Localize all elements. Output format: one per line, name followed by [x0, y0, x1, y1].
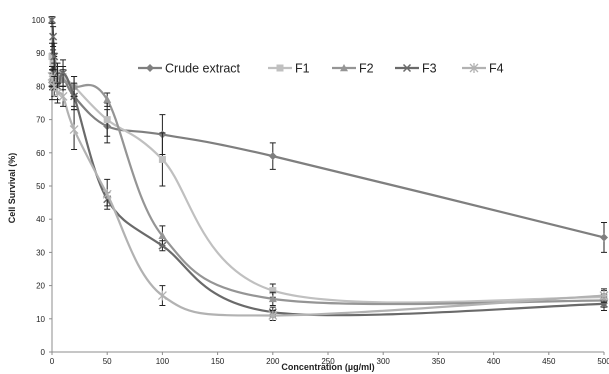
y-tick-label: 90 [36, 49, 45, 58]
y-tick-label: 80 [36, 82, 45, 91]
data-point [268, 152, 277, 161]
series-f2 [48, 62, 608, 308]
data-point [48, 53, 56, 61]
data-point [49, 32, 58, 41]
data-point [58, 91, 68, 102]
y-tick-label: 0 [41, 348, 46, 357]
series-line [50, 19, 605, 317]
legend-entry: Crude extract [138, 62, 241, 76]
data-point [103, 95, 112, 103]
x-tick-label: 400 [487, 357, 501, 366]
data-point [599, 299, 609, 308]
data-point [50, 52, 59, 61]
data-point [158, 231, 167, 239]
series-layer [47, 15, 609, 321]
data-point [103, 116, 111, 124]
legend-entry: F2 [332, 62, 374, 76]
data-point [268, 310, 278, 321]
y-tick-label: 30 [36, 248, 45, 257]
y-tick-labels: 0 10 20 30 40 50 60 70 80 90 100 [32, 16, 52, 357]
series-line [50, 67, 605, 239]
legend-entry: F3 [395, 62, 437, 76]
x-tick-label: 300 [377, 357, 391, 366]
x-axis-title: Concentration (µg/ml) [281, 362, 374, 372]
legend-marker [469, 63, 479, 73]
legend-marker [146, 64, 154, 72]
legend-label: Crude extract [165, 62, 241, 76]
legend-marker [276, 64, 284, 72]
legend-label: F4 [489, 62, 504, 76]
legend-label: F2 [359, 62, 374, 76]
data-point [53, 88, 62, 99]
data-point [70, 92, 79, 101]
data-point [102, 189, 112, 200]
y-tick-label: 70 [36, 116, 45, 125]
data-point [599, 290, 609, 301]
data-point [158, 241, 167, 250]
legend-label: F1 [295, 62, 310, 76]
legend-marker [402, 63, 412, 73]
legend-label: F3 [422, 62, 437, 76]
data-point [269, 287, 277, 295]
data-point [157, 290, 167, 301]
y-tick-label: 20 [36, 282, 45, 291]
series-line [50, 72, 605, 306]
data-point [158, 155, 166, 163]
legend-entry: F4 [462, 62, 504, 76]
legend-entry: F1 [268, 62, 310, 76]
x-tick-label: 150 [211, 357, 225, 366]
legend-marker [340, 64, 348, 72]
data-point [47, 15, 57, 25]
x-tick-labels: 0 50 100 150 200 250 300 350 400 450 500 [50, 352, 609, 366]
data-point [268, 294, 277, 303]
series-f3 [47, 15, 609, 318]
x-tick-label: 200 [266, 357, 280, 366]
series-f4 [47, 65, 609, 321]
series-crude-extract [48, 56, 608, 253]
y-tick-label: 10 [36, 315, 45, 324]
data-point [600, 233, 608, 242]
y-tick-label: 100 [32, 16, 46, 25]
x-tick-label: 50 [103, 357, 112, 366]
x-tick-label: 350 [432, 357, 446, 366]
series-line [50, 76, 605, 317]
data-point [59, 69, 68, 78]
y-tick-label: 50 [36, 182, 45, 191]
y-axis-title: Cell Survival (%) [7, 153, 17, 224]
x-tick-label: 0 [50, 357, 55, 366]
y-tick-label: 40 [36, 215, 45, 224]
x-tick-label: 100 [156, 357, 170, 366]
x-tick-label: 500 [597, 357, 609, 366]
legend: Crude extract F1 F2 F3 F4 [138, 62, 504, 76]
x-tick-label: 450 [542, 357, 556, 366]
y-tick-label: 60 [36, 149, 45, 158]
x-tick-label: 250 [321, 357, 335, 366]
data-point [69, 124, 79, 135]
